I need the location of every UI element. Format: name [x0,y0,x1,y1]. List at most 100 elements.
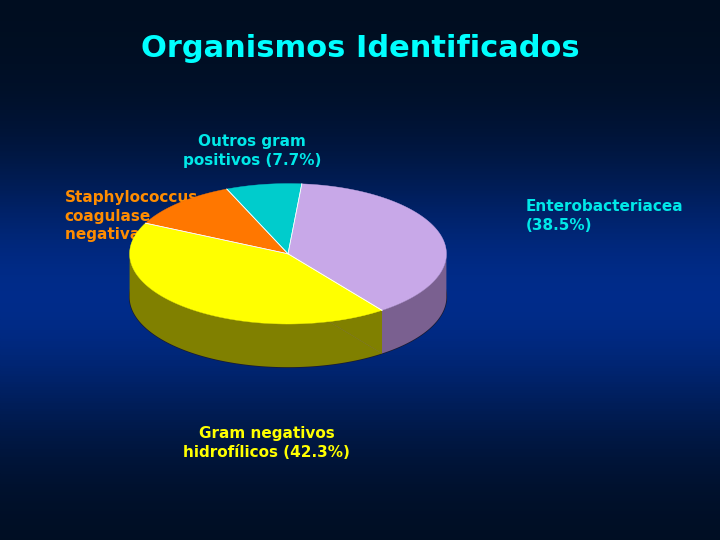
Bar [0,53,720,57]
Polygon shape [130,223,382,324]
Bar [0,464,720,467]
Bar [0,494,720,497]
Bar [0,56,720,59]
Bar [0,332,720,335]
Bar [0,24,720,27]
Bar [0,234,720,238]
Bar [0,10,720,14]
Bar [0,326,720,329]
Bar [0,261,720,265]
Bar [0,75,720,78]
Bar [0,369,720,373]
Bar [0,534,720,537]
Bar [0,499,720,502]
Bar [0,170,720,173]
Bar [0,110,720,113]
Bar [0,259,720,262]
Bar [0,145,720,149]
Bar [0,521,720,524]
Bar [0,8,720,11]
Bar [0,83,720,86]
Bar [0,94,720,97]
Bar [0,272,720,275]
Bar [0,37,720,40]
Bar [0,383,720,386]
Bar [0,456,720,459]
Bar [0,321,720,324]
Bar [0,361,720,365]
Bar [0,221,720,224]
Bar [0,164,720,167]
Bar [0,294,720,297]
Bar [0,148,720,151]
Bar [0,386,720,389]
Bar [0,116,720,119]
Text: Organismos Identificados: Organismos Identificados [140,34,580,63]
Polygon shape [145,189,288,254]
Bar [0,62,720,65]
Bar [0,251,720,254]
Bar [0,86,720,89]
Bar [0,226,720,230]
Bar [0,48,720,51]
Bar [0,29,720,32]
Bar [0,364,720,367]
Bar [0,394,720,397]
Bar [0,353,720,356]
Bar [0,202,720,205]
Bar [0,475,720,478]
Bar [0,377,720,381]
Bar [0,502,720,505]
Bar [0,102,720,105]
Bar [0,337,720,340]
Bar [0,448,720,451]
Bar [0,40,720,43]
Bar [0,507,720,510]
Polygon shape [382,254,446,354]
Bar [0,264,720,267]
Bar [0,345,720,348]
Bar [0,134,720,138]
Bar [0,167,720,170]
Bar [0,183,720,186]
Polygon shape [130,254,382,367]
Bar [0,121,720,124]
Bar [0,512,720,516]
Bar [0,299,720,302]
Bar [0,43,720,46]
Bar [0,445,720,448]
Bar [0,32,720,35]
Bar [0,2,720,5]
Bar [0,315,720,319]
Bar [0,161,720,165]
Bar [0,256,720,259]
Bar [0,296,720,300]
Bar [0,97,720,100]
Bar [0,194,720,197]
Bar [0,348,720,351]
Bar [0,483,720,486]
Bar [0,423,720,427]
Text: Enterobacteriacea
(38.5%): Enterobacteriacea (38.5%) [526,199,683,233]
Bar [0,480,720,483]
Bar [0,245,720,248]
Text: Outros gram
positivos (7.7%): Outros gram positivos (7.7%) [183,134,321,168]
Bar [0,105,720,108]
Bar [0,129,720,132]
Bar [0,278,720,281]
Bar [0,291,720,294]
Bar [0,367,720,370]
Bar [0,356,720,359]
Bar [0,418,720,421]
Bar [0,388,720,392]
Bar [0,172,720,176]
Bar [0,269,720,273]
Bar [0,253,720,256]
Bar [0,89,720,92]
Bar [0,107,720,111]
Bar [0,210,720,213]
Polygon shape [288,184,446,310]
Bar [0,526,720,529]
Bar [0,399,720,402]
Polygon shape [288,254,382,354]
